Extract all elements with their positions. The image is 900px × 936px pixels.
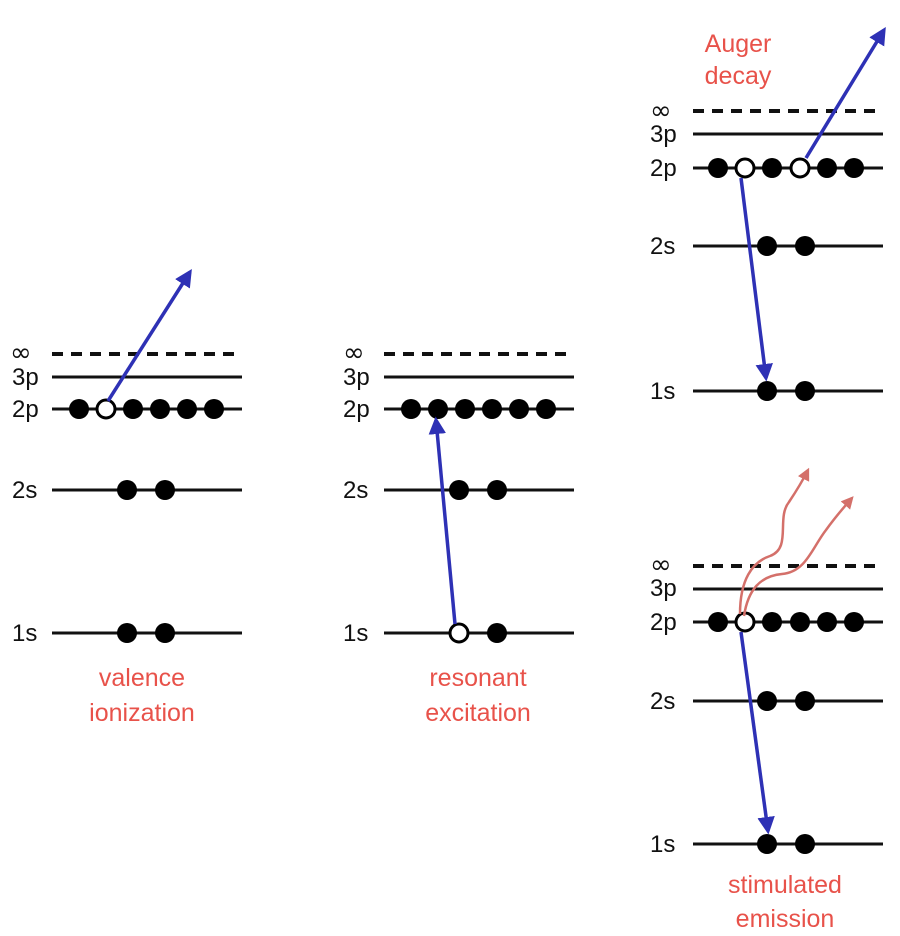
- electrons-2p: [69, 398, 224, 420]
- electron: [482, 399, 502, 419]
- electron: [177, 399, 197, 419]
- electron: [757, 381, 777, 401]
- electrons-2p: [708, 611, 864, 633]
- level-label-3p: 3p: [343, 364, 370, 391]
- electron: [844, 612, 864, 632]
- electron: [401, 399, 421, 419]
- electrons-1s: [757, 381, 815, 401]
- electron: [757, 691, 777, 711]
- electrons-1s: [117, 623, 175, 643]
- level-label-2s: 2s: [343, 477, 368, 504]
- level-label-3p: 3p: [12, 364, 39, 391]
- electrons-2s: [449, 480, 507, 500]
- electrons-2p: [708, 157, 864, 179]
- electron: [123, 399, 143, 419]
- electron: [795, 381, 815, 401]
- electron: [204, 399, 224, 419]
- panel-valence-ionization: ∞ 3p 2p 2s 1s valence ionization: [10, 269, 242, 727]
- panel-stimulated-emission: ∞ 3p 2p 2s 1s stimulated emissi: [650, 467, 883, 933]
- electron: [708, 158, 728, 178]
- electron-hole: [734, 157, 756, 179]
- level-label-2s: 2s: [12, 477, 37, 504]
- electron: [428, 399, 448, 419]
- level-label-3p: 3p: [650, 575, 677, 602]
- level-label-1s: 1s: [650, 831, 675, 858]
- photon-wave-arrow: [742, 496, 854, 617]
- electrons-2s: [117, 480, 175, 500]
- electron: [155, 480, 175, 500]
- electron-hole: [789, 157, 811, 179]
- electron: [487, 480, 507, 500]
- electrons-2p: [401, 399, 556, 419]
- level-label-infinity: ∞: [10, 338, 32, 368]
- electron: [150, 399, 170, 419]
- level-label-2p: 2p: [12, 396, 39, 423]
- electron-hole: [95, 398, 117, 420]
- electron: [455, 399, 475, 419]
- caption-line1: valence: [99, 664, 185, 692]
- level-label-1s: 1s: [650, 378, 675, 405]
- electron: [509, 399, 529, 419]
- photon-wave-arrow: [738, 467, 810, 615]
- electrons-2s: [757, 691, 815, 711]
- level-label-2p: 2p: [343, 396, 370, 423]
- electron: [117, 623, 137, 643]
- panel-auger-decay: Auger decay ∞ 3p 2p 2s 1s: [650, 27, 886, 405]
- level-label-2s: 2s: [650, 233, 675, 260]
- electrons-1s: [448, 622, 507, 644]
- level-label-1s: 1s: [12, 620, 37, 647]
- auger-electron-arrow: [804, 27, 886, 159]
- caption-line2: decay: [705, 62, 772, 90]
- electron: [795, 834, 815, 854]
- electron: [536, 399, 556, 419]
- level-label-1s: 1s: [343, 620, 368, 647]
- caption-line1: Auger: [705, 30, 772, 58]
- electron-hole: [448, 622, 470, 644]
- electron: [817, 612, 837, 632]
- electron: [795, 236, 815, 256]
- level-label-infinity: ∞: [650, 550, 672, 580]
- caption-line2: ionization: [89, 699, 195, 727]
- electron: [155, 623, 175, 643]
- electron: [117, 480, 137, 500]
- electron: [817, 158, 837, 178]
- electron: [449, 480, 469, 500]
- level-label-infinity: ∞: [343, 338, 365, 368]
- level-label-2s: 2s: [650, 688, 675, 715]
- emission-arrow: [739, 631, 775, 835]
- level-label-3p: 3p: [650, 121, 677, 148]
- caption-line1: stimulated: [728, 871, 842, 899]
- decay-arrow: [739, 177, 773, 382]
- electron: [795, 691, 815, 711]
- electron: [69, 399, 89, 419]
- electron: [487, 623, 507, 643]
- level-label-2p: 2p: [650, 155, 677, 182]
- electron: [762, 612, 782, 632]
- level-label-infinity: ∞: [650, 96, 672, 126]
- caption-line2: excitation: [425, 699, 531, 727]
- caption-line1: resonant: [429, 664, 526, 692]
- excitation-arrow: [428, 416, 457, 625]
- electron: [790, 612, 810, 632]
- electron: [844, 158, 864, 178]
- electrons-2s: [757, 236, 815, 256]
- electron: [762, 158, 782, 178]
- caption-line2: emission: [736, 905, 835, 933]
- electron: [708, 612, 728, 632]
- electron: [757, 834, 777, 854]
- ionization-arrow: [106, 269, 192, 402]
- electron: [757, 236, 777, 256]
- level-label-2p: 2p: [650, 609, 677, 636]
- electrons-1s: [757, 834, 815, 854]
- panel-resonant-excitation: ∞ 3p 2p 2s 1s resonant excitation: [343, 338, 574, 727]
